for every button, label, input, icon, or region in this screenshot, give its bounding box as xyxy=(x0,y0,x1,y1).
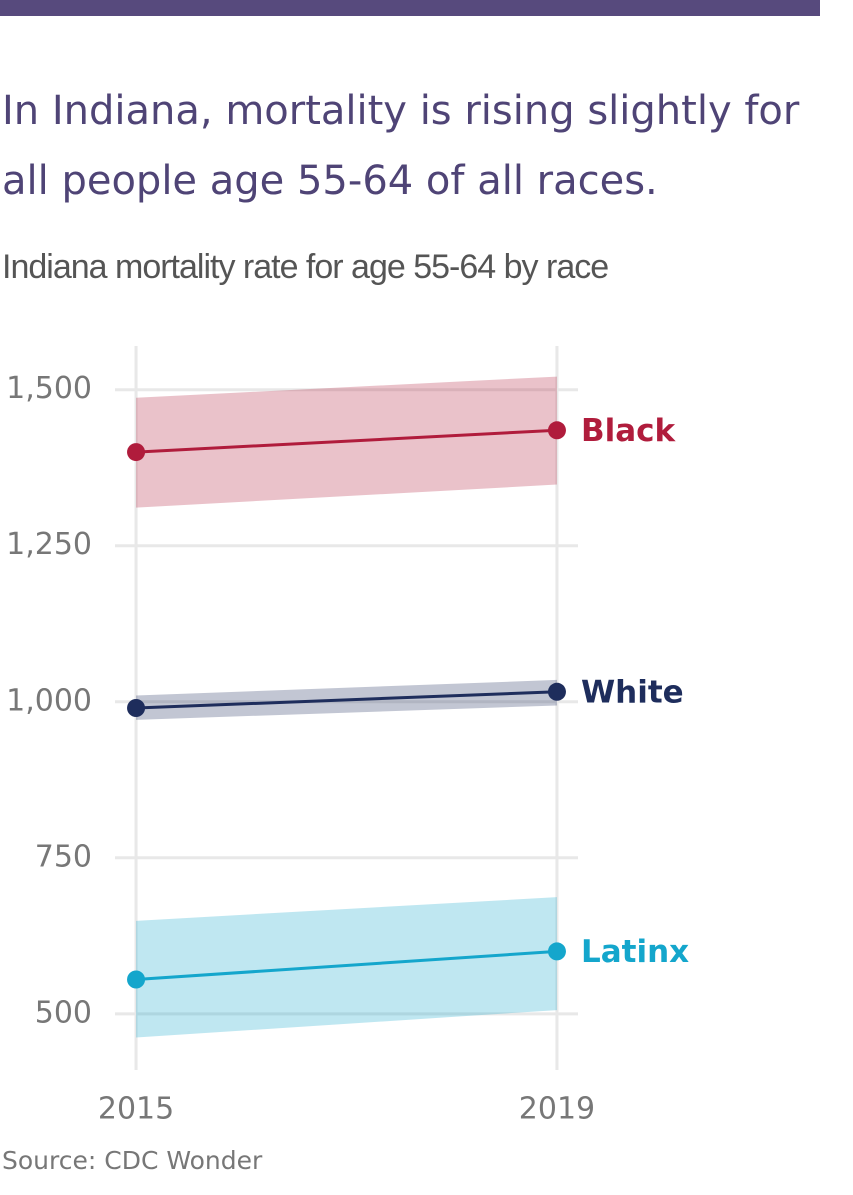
x-tick-label: 2015 xyxy=(98,1092,174,1127)
series-label: Latinx xyxy=(581,934,689,970)
y-tick-label: 1,000 xyxy=(6,683,92,718)
series-line xyxy=(135,949,558,981)
data-point xyxy=(547,942,566,961)
data-point xyxy=(127,699,146,717)
top-bar xyxy=(0,0,820,16)
data-point xyxy=(547,421,566,440)
y-tick-label: 1,500 xyxy=(6,371,92,406)
data-point xyxy=(127,970,146,989)
chart: 1,500 1,250 1,000 750 500 2015 2019 Black White L… xyxy=(6,346,689,1127)
y-tick-label: 750 xyxy=(35,839,92,874)
chart-subtitle: Indiana mortality rate for age 55-64 by … xyxy=(2,248,609,286)
confidence-band xyxy=(136,897,557,1038)
series-line xyxy=(135,428,558,454)
source-note: Source: CDC Wonder xyxy=(2,1146,263,1175)
series-label: Black xyxy=(581,413,677,449)
x-tick-label: 2019 xyxy=(519,1092,595,1127)
y-tick-label: 500 xyxy=(35,995,92,1030)
series-line xyxy=(135,690,558,710)
series-label: White xyxy=(581,674,684,710)
data-point xyxy=(547,682,566,701)
y-tick-label: 1,250 xyxy=(6,527,92,562)
data-point xyxy=(127,443,146,462)
chart-title: In Indiana, mortality is rising slightly… xyxy=(2,88,800,204)
